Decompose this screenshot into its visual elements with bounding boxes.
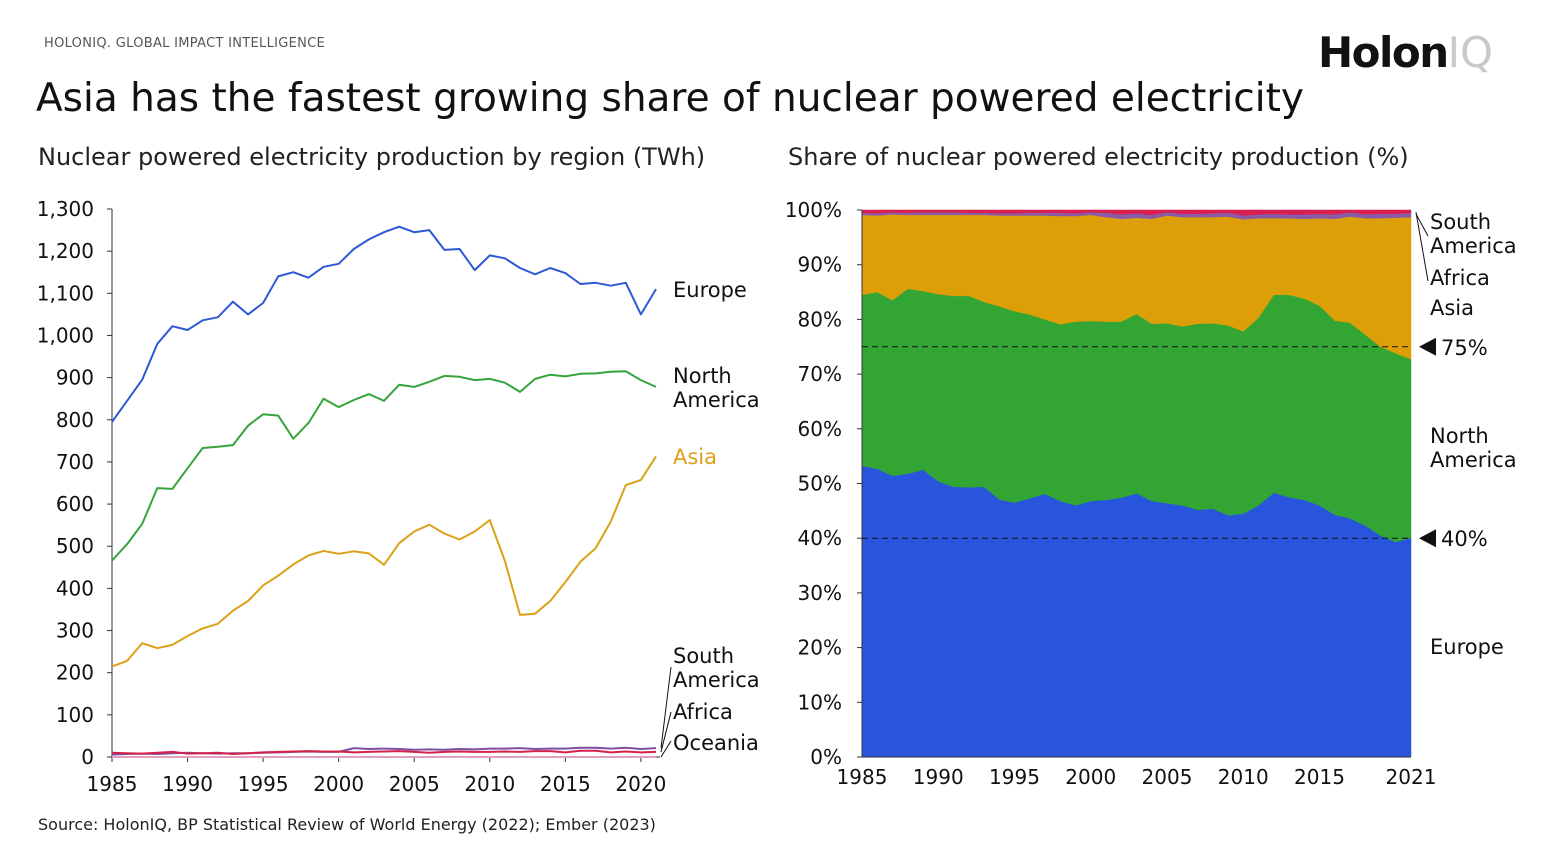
area-band-africa [861, 209, 1412, 216]
reference-arrow-40 [1419, 529, 1436, 548]
series-label-north-america-line1: North [673, 364, 732, 388]
reference-label-40: 40% [1441, 527, 1488, 551]
left-x-tick-label: 2020 [615, 772, 666, 796]
leader-line-south-america [660, 666, 672, 749]
left-y-tick-label: 900 [56, 366, 94, 390]
right-x-tick-label: 1985 [837, 765, 888, 789]
left-y-tick-label: 1,300 [37, 197, 94, 221]
leader-line-africa [660, 711, 672, 753]
reference-arrow-75 [1419, 337, 1436, 356]
leader-line-africa [1415, 212, 1429, 282]
right-x-tick-label: 2021 [1386, 765, 1437, 789]
area-label-africa: Africa [1430, 266, 1490, 290]
right-y-tick-label: 100% [785, 198, 842, 222]
series-label-europe: Europe [673, 278, 747, 302]
right-y-tick-label: 20% [798, 636, 842, 660]
series-label-south-america-line1: South [673, 644, 734, 668]
right-y-tick-label: 60% [798, 417, 842, 441]
leader-line-oceania [660, 740, 672, 758]
right-y-tick-label: 90% [798, 253, 842, 277]
left-y-tick-label: 1,000 [37, 323, 94, 347]
left-y-tick-label: 400 [56, 576, 94, 600]
right-x-tick-label: 2015 [1294, 765, 1345, 789]
left-y-tick-label: 300 [56, 619, 94, 643]
series-label-africa: Africa [673, 700, 733, 724]
left-y-tick-label: 1,200 [37, 239, 94, 263]
area-label-south-america-line1: South [1430, 210, 1491, 234]
left-y-tick-label: 700 [56, 450, 94, 474]
series-label-asia: Asia [673, 445, 717, 469]
logo-main: Holon [1318, 28, 1449, 77]
right-x-tick-label: 2000 [1065, 765, 1116, 789]
right-x-tick-label: 2010 [1218, 765, 1269, 789]
holoniq-logo: HolonIQ [1318, 28, 1493, 77]
brand-tagline: HOLONIQ. GLOBAL IMPACT INTELLIGENCE [44, 36, 326, 51]
area-chart-share: 0% 10% 20% 30% 40% 50% 60% 70% 80% 90% 100% 1985 199… [785, 198, 1517, 789]
left-x-tick-label: 1990 [162, 772, 213, 796]
area-label-north-america-line2: America [1430, 448, 1517, 472]
right-y-tick-label: 50% [798, 472, 842, 496]
left-x-tick-label: 2015 [540, 772, 591, 796]
series-line-north-america [111, 370, 657, 562]
right-y-tick-label: 0% [810, 745, 842, 769]
logo-accent: IQ [1447, 28, 1494, 77]
left-y-tick-label: 800 [56, 408, 94, 432]
left-x-tick-label: 1995 [238, 772, 289, 796]
right-y-tick-label: 40% [798, 526, 842, 550]
area-label-north-america-line1: North [1430, 424, 1489, 448]
page-title: Asia has the fastest growing share of nu… [36, 76, 1304, 121]
right-x-tick-label: 1990 [913, 765, 964, 789]
left-y-tick-label: 600 [56, 492, 94, 516]
right-y-tick-label: 30% [798, 581, 842, 605]
right-y-tick-label: 10% [798, 690, 842, 714]
line-chart-production: 0 100 200 300 400 500 600 700 800 900 1,000 1,100 1,… [37, 197, 760, 796]
series-label-south-america-line2: America [673, 668, 760, 692]
series-label-north-america-line2: America [673, 388, 760, 412]
area-label-south-america-line2: America [1430, 234, 1517, 258]
left-y-tick-label: 500 [56, 534, 94, 558]
left-x-tick-label: 2010 [464, 772, 515, 796]
series-line-africa [111, 749, 657, 755]
right-y-tick-label: 70% [798, 362, 842, 386]
left-y-tick-label: 100 [56, 703, 94, 727]
left-x-tick-label: 1985 [87, 772, 138, 796]
area-label-europe: Europe [1430, 635, 1504, 659]
right-x-tick-label: 1995 [989, 765, 1040, 789]
reference-label-75: 75% [1441, 336, 1488, 360]
right-chart-title: Share of nuclear powered electricity pro… [788, 143, 1409, 171]
series-line-europe [111, 225, 657, 423]
left-x-tick-label: 2005 [389, 772, 440, 796]
left-y-tick-label: 1,100 [37, 281, 94, 305]
right-x-tick-label: 2005 [1142, 765, 1193, 789]
series-label-oceania: Oceania [673, 731, 759, 755]
left-chart-title: Nuclear powered electricity production b… [38, 143, 706, 171]
left-x-tick-label: 2000 [313, 772, 364, 796]
right-y-tick-label: 80% [798, 307, 842, 331]
area-label-asia: Asia [1430, 296, 1474, 320]
left-y-tick-label: 0 [81, 745, 94, 769]
left-y-tick-label: 200 [56, 661, 94, 685]
series-line-asia [111, 455, 657, 668]
source-note: Source: HolonIQ, BP Statistical Review o… [38, 815, 656, 834]
leader-line-south-america [1415, 213, 1429, 237]
